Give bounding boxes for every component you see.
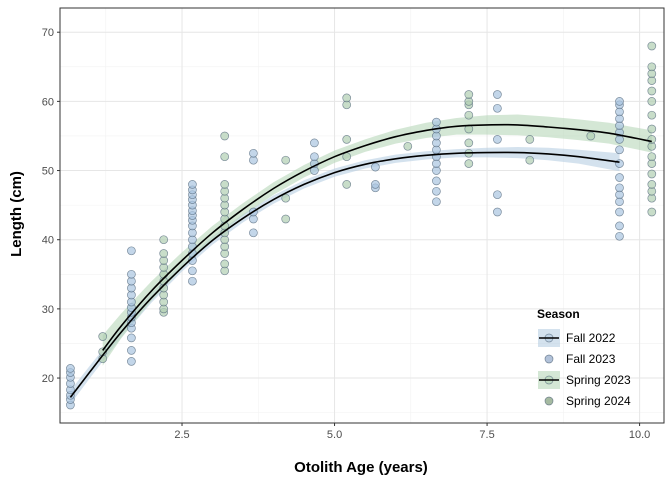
x-tick-label: 5.0 <box>327 429 342 441</box>
data-point-spring <box>342 135 352 144</box>
y-axis-ticks: 20 30 40 50 60 70 <box>42 27 60 385</box>
data-point-spring <box>220 152 230 162</box>
data-point-spring <box>647 180 657 189</box>
data-point-fall <box>188 180 197 189</box>
data-point-spring <box>464 110 474 120</box>
data-point-spring <box>647 207 657 217</box>
data-point-spring <box>525 155 535 165</box>
fit-curve-fall <box>69 151 620 398</box>
y-tick-label: 40 <box>42 235 54 247</box>
data-point-spring <box>647 124 657 134</box>
data-point-spring <box>281 193 291 203</box>
data-point-fall <box>249 148 258 158</box>
data-point-fall <box>615 97 624 106</box>
data-point-fall <box>493 190 502 200</box>
data-point-fall <box>615 145 624 155</box>
y-tick-label: 30 <box>42 304 54 316</box>
confidence-bands <box>70 114 652 405</box>
data-point-fall <box>493 103 502 113</box>
data-point-spring <box>647 97 657 106</box>
data-point-spring <box>281 155 291 165</box>
data-point-spring <box>403 141 413 151</box>
data-point-spring <box>342 93 352 103</box>
data-point-spring <box>159 235 169 245</box>
legend-label: Spring 2024 <box>566 394 631 408</box>
data-point-fall <box>310 152 319 162</box>
legend-title: Season <box>537 307 580 321</box>
data-point-spring <box>220 259 230 269</box>
data-point-spring <box>281 214 291 224</box>
data-point-spring <box>342 180 352 189</box>
data-point-spring <box>647 169 657 179</box>
fit-curves <box>69 123 652 398</box>
plot-border <box>59 7 665 424</box>
data-point-spring <box>647 62 657 72</box>
legend-key-point <box>544 396 554 406</box>
data-point-fall <box>493 135 502 144</box>
x-axis-ticks: 2.5 5.0 7.5 10.0 <box>174 423 650 441</box>
legend-label: Spring 2023 <box>566 373 631 387</box>
data-point-spring <box>342 152 352 162</box>
data-point-fall <box>615 231 624 241</box>
legend-label: Fall 2023 <box>566 352 616 366</box>
data-points <box>66 41 657 410</box>
data-point-spring <box>586 131 596 141</box>
x-tick-label: 7.5 <box>479 429 494 441</box>
data-point-spring <box>220 180 230 189</box>
y-tick-label: 50 <box>42 166 54 178</box>
data-point-spring <box>647 135 657 144</box>
data-point-fall <box>615 183 624 193</box>
y-tick-label: 60 <box>42 96 54 108</box>
data-point-spring <box>647 86 657 96</box>
data-point-spring <box>159 249 169 258</box>
data-point-fall <box>432 176 441 186</box>
x-tick-label: 2.5 <box>174 429 189 441</box>
data-point-spring <box>647 152 657 162</box>
legend: Season Fall 2022 Fall 2023 Spring 2023 Spri… <box>537 307 631 408</box>
data-point-spring <box>647 41 657 51</box>
data-point-fall <box>249 228 258 238</box>
data-point-fall <box>127 346 136 355</box>
data-point-fall <box>371 180 380 189</box>
data-point-fall <box>66 364 75 373</box>
legend-label: Fall 2022 <box>566 331 616 345</box>
data-point-spring <box>464 138 474 148</box>
grid-lines <box>60 8 664 423</box>
confidence-band-spring <box>102 114 652 366</box>
data-point-fall <box>371 162 380 172</box>
data-point-fall <box>127 333 136 343</box>
y-tick-label: 70 <box>42 27 54 39</box>
legend-key-point <box>544 354 554 364</box>
data-point-fall <box>615 159 624 168</box>
data-point-spring <box>525 135 535 144</box>
data-point-fall <box>127 357 136 366</box>
y-axis-title: Length (cm) <box>8 171 25 257</box>
data-point-fall <box>493 90 502 99</box>
data-point-fall <box>310 138 319 148</box>
data-point-spring <box>464 90 474 99</box>
data-point-fall <box>188 276 197 286</box>
data-point-fall <box>615 207 624 217</box>
data-point-fall <box>432 117 441 127</box>
y-tick-label: 20 <box>42 373 54 385</box>
data-point-fall <box>432 186 441 196</box>
data-point-fall <box>127 269 136 279</box>
fit-curve-spring <box>102 123 652 351</box>
data-point-fall <box>493 207 502 217</box>
data-point-spring <box>98 332 108 341</box>
data-point-fall <box>127 246 136 256</box>
data-point-spring <box>647 110 657 120</box>
x-axis-title: Otolith Age (years) <box>294 459 428 476</box>
data-point-fall <box>615 221 624 231</box>
x-tick-label: 10.0 <box>629 429 650 441</box>
data-point-fall <box>188 266 197 276</box>
data-point-fall <box>432 197 441 207</box>
data-point-fall <box>615 173 624 182</box>
data-point-spring <box>464 159 474 168</box>
data-point-spring <box>220 131 230 141</box>
